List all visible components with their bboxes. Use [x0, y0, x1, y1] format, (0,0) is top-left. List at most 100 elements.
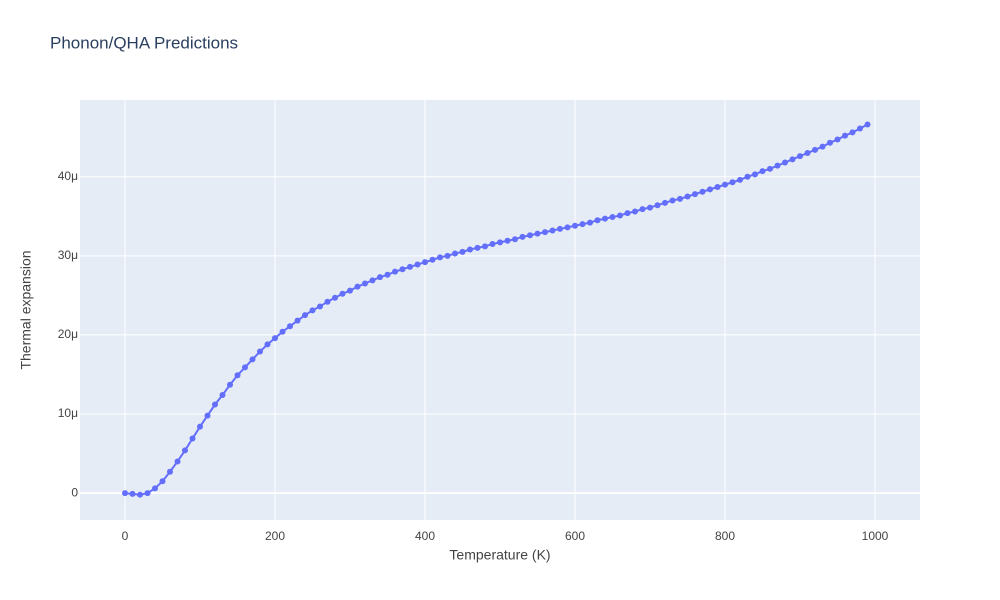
- data-point: [362, 280, 368, 287]
- data-point: [857, 125, 863, 132]
- data-point: [849, 129, 856, 136]
- data-point: [594, 217, 601, 224]
- data-point: [737, 176, 743, 183]
- x-tick-label: 0: [122, 529, 129, 543]
- y-tick-label: 10μ: [58, 406, 78, 420]
- data-point: [842, 132, 848, 139]
- data-point: [377, 274, 383, 281]
- data-point: [572, 222, 578, 229]
- data-point: [444, 252, 451, 259]
- data-point: [669, 197, 676, 204]
- data-point: [422, 259, 428, 266]
- data-point: [729, 179, 736, 186]
- data-point: [827, 139, 833, 146]
- data-point: [804, 149, 811, 156]
- data-point: [684, 193, 691, 200]
- data-point: [864, 121, 871, 128]
- data-point: [797, 153, 803, 160]
- data-point: [759, 168, 766, 175]
- data-point: [557, 225, 563, 232]
- data-point: [197, 423, 203, 430]
- data-point: [534, 230, 541, 237]
- data-point: [369, 277, 376, 284]
- data-point: [317, 303, 323, 310]
- data-point: [429, 256, 436, 263]
- data-point: [354, 283, 361, 290]
- data-point: [309, 307, 316, 314]
- data-point: [542, 229, 548, 236]
- data-point: [399, 266, 406, 273]
- data-point: [744, 173, 751, 180]
- data-point: [249, 356, 256, 363]
- data-point: [504, 237, 511, 244]
- data-point: [227, 381, 233, 388]
- data-point: [647, 204, 653, 211]
- data-point: [159, 478, 166, 485]
- data-point: [519, 233, 526, 240]
- x-tick-label: 600: [565, 529, 585, 543]
- data-point: [467, 246, 473, 253]
- data-point: [752, 171, 758, 178]
- y-tick-label: 0: [71, 485, 78, 499]
- data-point: [189, 435, 196, 442]
- data-point: [489, 240, 496, 247]
- data-point: [549, 227, 556, 234]
- data-point: [167, 468, 173, 475]
- data-point: [587, 219, 593, 226]
- data-point: [212, 401, 218, 408]
- data-point: [624, 210, 631, 217]
- data-point: [654, 202, 661, 209]
- data-point: [437, 254, 443, 261]
- data-point: [474, 244, 481, 251]
- x-tick-label: 400: [415, 529, 435, 543]
- data-point: [767, 165, 773, 172]
- series-line: [124, 123, 868, 496]
- data-point: [122, 490, 128, 497]
- data-point: [174, 458, 181, 465]
- data-point: [617, 212, 623, 219]
- data-point: [782, 159, 788, 166]
- data-point: [272, 335, 278, 342]
- y-tick-label: 20μ: [58, 327, 78, 341]
- y-axis-title: Thermal expansion: [18, 250, 34, 369]
- data-point: [384, 271, 391, 278]
- data-point: [632, 208, 638, 215]
- data-point: [699, 188, 706, 195]
- data-point: [482, 243, 488, 250]
- data-point: [294, 317, 301, 324]
- data-point: [287, 323, 293, 330]
- data-point: [392, 268, 398, 275]
- data-point: [512, 236, 518, 243]
- data-point: [459, 248, 466, 255]
- data-point: [834, 136, 841, 143]
- data-point: [692, 191, 698, 198]
- data-point: [302, 312, 308, 319]
- data-point: [279, 328, 286, 335]
- data-point: [152, 485, 158, 492]
- data-point: [714, 184, 721, 191]
- data-point: [242, 364, 248, 371]
- plot-area: [80, 100, 920, 520]
- data-point: [407, 263, 413, 270]
- data-point: [332, 294, 338, 301]
- chart-title: Phonon/QHA Predictions: [50, 33, 238, 52]
- y-tick-label: 30μ: [58, 248, 78, 262]
- data-point: [137, 491, 143, 498]
- data-point: [819, 143, 826, 150]
- data-point: [234, 372, 241, 379]
- data-point: [677, 195, 683, 202]
- y-tick-label: 40μ: [58, 169, 78, 183]
- data-point: [204, 412, 211, 419]
- data-point: [579, 221, 586, 228]
- x-tick-label: 800: [715, 529, 735, 543]
- data-point: [722, 181, 728, 188]
- data-point: [662, 199, 668, 206]
- data-point: [257, 348, 263, 355]
- x-tick-label: 200: [265, 529, 285, 543]
- data-point: [789, 156, 796, 163]
- data-point: [609, 214, 616, 221]
- data-point: [129, 490, 136, 497]
- data-point: [414, 261, 421, 268]
- x-axis-title: Temperature (K): [449, 547, 550, 563]
